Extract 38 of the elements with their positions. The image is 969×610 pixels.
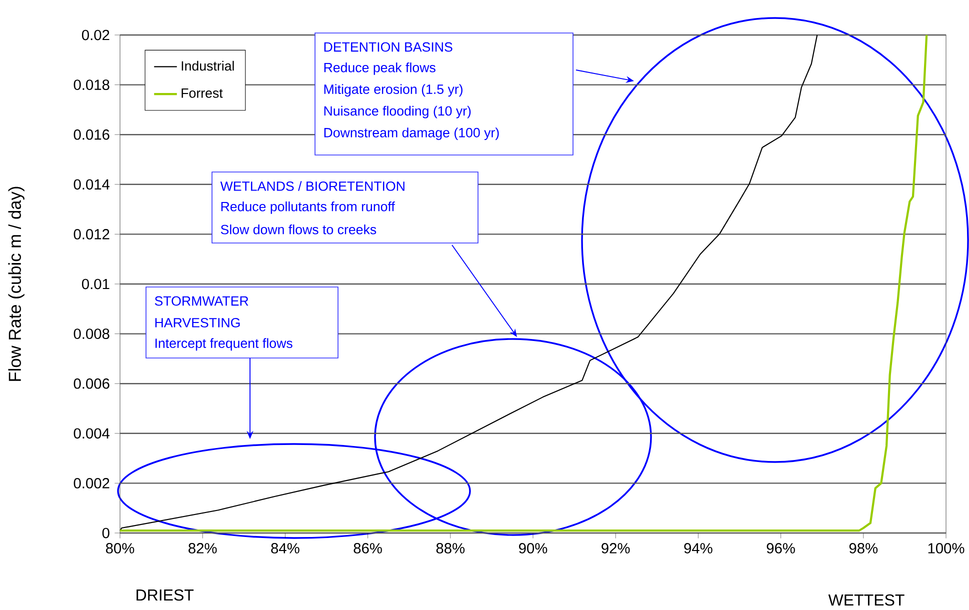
y-tick-label: 0.002 xyxy=(74,478,110,488)
annotation: STORMWATER xyxy=(154,296,248,306)
annotation: Reduce peak flows xyxy=(324,62,436,75)
annotation: Intercept frequent flows xyxy=(156,338,292,351)
annotation: Reduce pollutants from runoff xyxy=(221,201,395,214)
legend-label: Industrial xyxy=(182,60,234,71)
y-tick-label: 0.006 xyxy=(74,378,110,389)
y-tick-label: 0.012 xyxy=(74,229,110,240)
x-tick-label: 90% xyxy=(519,543,548,554)
x-tick-label: 96% xyxy=(766,543,795,554)
y-tick-label: 0.018 xyxy=(74,80,110,90)
x-tick-label: 82% xyxy=(188,543,217,554)
y-tick-label: 0.008 xyxy=(74,328,110,339)
annotation: WETLANDS / BIORETENTION xyxy=(220,181,404,191)
y-tick-label: 0.016 xyxy=(74,129,110,140)
y-axis-title: Flow Rate (cubic m / day) xyxy=(8,186,24,381)
annotation: Nuisance flooding (10 yr) xyxy=(324,106,471,118)
annotation: Mitigate erosion (1.5 yr) xyxy=(324,84,462,97)
legend-label: Forrest xyxy=(182,88,223,98)
y-tick-label: 0 xyxy=(102,528,110,538)
x-tick-label: 80% xyxy=(106,543,134,554)
y-tick-label: 0.014 xyxy=(74,179,110,190)
x-tick-label: 100% xyxy=(928,543,964,554)
x-tick-label: 94% xyxy=(684,543,712,554)
x-tick-label: 88% xyxy=(436,543,465,554)
annotation: Slow down flows to creeks xyxy=(220,224,376,234)
x-tick-label: 84% xyxy=(271,543,300,554)
x-tick-label: 92% xyxy=(602,543,630,554)
x-tick-label: 98% xyxy=(849,543,878,554)
annotation: Downstream damage (100 yr) xyxy=(324,128,499,140)
text: WETTEST xyxy=(828,594,904,606)
annotation: HARVESTING xyxy=(155,318,240,328)
y-tick-label: 0.004 xyxy=(74,428,110,439)
y-tick-label: 0.01 xyxy=(82,278,110,290)
x-tick-label: 86% xyxy=(354,543,382,554)
y-tick-label: 0.02 xyxy=(82,30,110,40)
text: DRIEST xyxy=(136,589,194,601)
annotation: DETENTION BASINS xyxy=(324,42,452,52)
